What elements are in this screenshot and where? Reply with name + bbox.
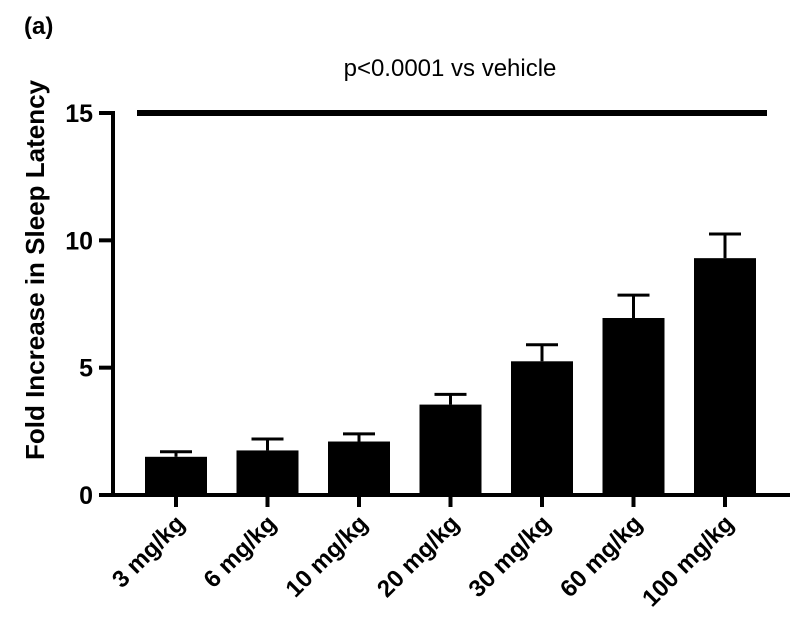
panel-label: (a) (24, 13, 53, 40)
bars (145, 232, 756, 495)
x-tick-label: 100 mg/kg (637, 510, 739, 612)
x-tick-label: 3 mg/kg (107, 510, 190, 593)
bar (694, 258, 756, 495)
x-tick-label: 30 mg/kg (464, 510, 557, 603)
y-tick-label: 15 (65, 100, 93, 128)
x-tick-label: 10 mg/kg (281, 510, 374, 603)
bar (236, 450, 299, 495)
bar (511, 361, 573, 495)
x-tick-label: 20 mg/kg (372, 510, 465, 603)
bar (328, 441, 390, 495)
y-axis: 0 5 10 15 (65, 100, 115, 510)
y-axis-label: Fold Increase in Sleep Latency (20, 79, 50, 460)
x-tick-label: 6 mg/kg (199, 510, 282, 593)
significance-annotation: p<0.0001 vs vehicle (344, 55, 557, 82)
y-tick-label: 5 (79, 355, 93, 383)
x-tick-label: 60 mg/kg (555, 510, 648, 603)
y-tick-label: 10 (65, 227, 93, 255)
bar (602, 318, 665, 495)
y-tick-label: 0 (79, 482, 93, 510)
bar (145, 456, 207, 495)
bar (419, 404, 482, 495)
